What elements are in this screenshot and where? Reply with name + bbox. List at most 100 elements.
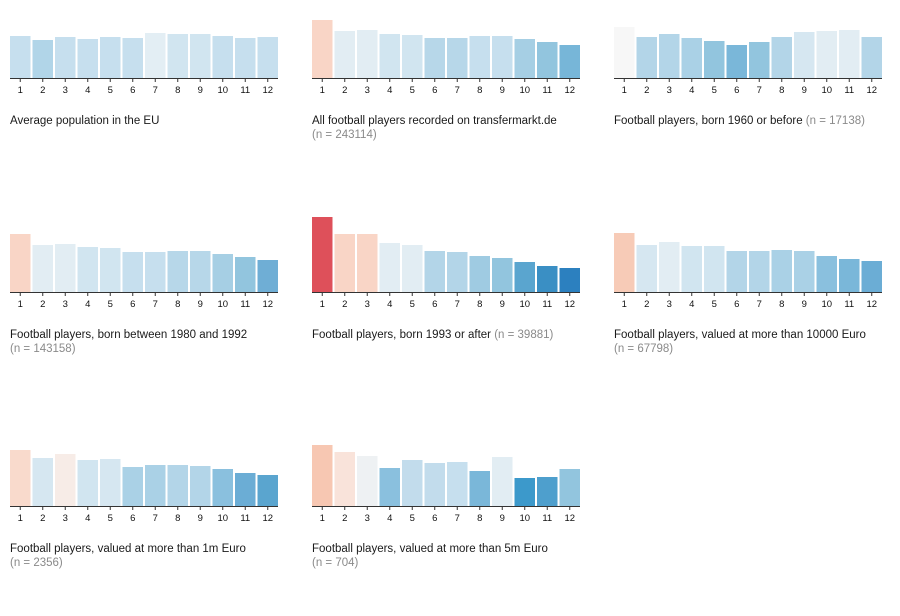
bar-7-11	[235, 473, 256, 506]
chart-title-8: Football players, valued at more than 5m…	[312, 543, 548, 555]
bar-3-10	[816, 31, 837, 78]
tick-label-2-2: 2	[342, 85, 347, 96]
bar-3-4	[681, 38, 702, 78]
tick-label-4-4: 4	[85, 299, 90, 310]
bar-5-1	[312, 217, 333, 292]
tick-label-8-3: 3	[365, 513, 370, 524]
tick-label-8-5: 5	[410, 513, 415, 524]
bar-8-11	[537, 477, 558, 506]
tick-label-5-9: 9	[500, 299, 505, 310]
chart-title-6: Football players, valued at more than 10…	[614, 329, 866, 341]
tick-label-5-6: 6	[432, 299, 437, 310]
bar-chart-7: 1 2 3 4 5 6 7 8 9 10 11 12	[10, 450, 278, 524]
chart-n-2: (n = 243114)	[312, 129, 377, 141]
bar-7-9	[190, 466, 211, 506]
bar-8-6	[424, 463, 445, 506]
bar-3-12	[861, 37, 882, 78]
bar-5-4	[379, 243, 400, 292]
bar-6-7	[749, 251, 770, 292]
bar-6-10	[816, 256, 837, 292]
bar-2-5	[402, 35, 423, 78]
bar-5-5	[402, 245, 423, 292]
tick-label-6-7: 7	[757, 299, 762, 310]
bar-5-11	[537, 266, 558, 292]
tick-label-4-1: 1	[18, 299, 23, 310]
bar-8-7	[447, 462, 468, 506]
bar-5-6	[424, 251, 445, 292]
bar-1-4	[77, 39, 98, 78]
bar-chart-5: 1 2 3 4 5 6 7 8 9 10 11 12	[312, 217, 580, 310]
bar-1-12	[257, 37, 278, 78]
chart-title-7: Football players, valued at more than 1m…	[10, 543, 246, 555]
tick-label-3-11: 11	[844, 85, 854, 96]
chart-n-8: (n = 704)	[312, 557, 359, 569]
chart-n-6: (n = 67798)	[614, 343, 674, 355]
tick-label-3-1: 1	[622, 85, 627, 96]
bar-5-12	[559, 268, 580, 292]
tick-label-1-8: 8	[175, 85, 180, 96]
tick-label-7-11: 11	[240, 513, 250, 524]
bar-1-2	[32, 40, 53, 78]
tick-label-4-11: 11	[240, 299, 250, 310]
bar-7-1	[10, 450, 31, 506]
bar-5-7	[447, 252, 468, 292]
tick-label-5-1: 1	[320, 299, 325, 310]
tick-label-1-10: 10	[217, 85, 228, 96]
bar-6-4	[681, 246, 702, 292]
tick-label-7-10: 10	[217, 513, 228, 524]
tick-label-7-3: 3	[63, 513, 68, 524]
chart-n-3: (n = 17138)	[805, 115, 865, 127]
tick-label-6-8: 8	[779, 299, 784, 310]
tick-label-2-5: 5	[410, 85, 415, 96]
tick-label-6-5: 5	[712, 299, 717, 310]
tick-label-7-8: 8	[175, 513, 180, 524]
chart-caption-6: Football players, valued at more than 10…	[614, 328, 894, 356]
bar-4-10	[212, 254, 233, 292]
bar-2-10	[514, 39, 535, 78]
chart-caption-3: Football players, born 1960 or before (n…	[614, 114, 894, 128]
bar-chart-3: 1 2 3 4 5 6 7 8 9 10 11 12	[614, 27, 882, 96]
tick-label-7-6: 6	[130, 513, 135, 524]
bar-8-12	[559, 469, 580, 506]
tick-label-1-3: 3	[63, 85, 68, 96]
tick-label-7-7: 7	[153, 513, 158, 524]
tick-label-5-5: 5	[410, 299, 415, 310]
chart-title-5: Football players, born 1993 or after	[312, 329, 491, 341]
bar-2-11	[537, 42, 558, 78]
bar-2-4	[379, 34, 400, 78]
tick-label-3-10: 10	[821, 85, 832, 96]
tick-label-4-7: 7	[153, 299, 158, 310]
tick-label-2-7: 7	[455, 85, 460, 96]
bar-5-8	[469, 256, 490, 292]
chart-panel-7: 1 2 3 4 5 6 7 8 9 10 11 12 Football players, valued…	[10, 446, 282, 616]
tick-label-3-6: 6	[734, 85, 739, 96]
chart-n-7: (n = 2356)	[10, 557, 63, 569]
tick-label-5-10: 10	[519, 299, 530, 310]
tick-label-8-7: 7	[455, 513, 460, 524]
tick-label-7-2: 2	[40, 513, 45, 524]
tick-label-1-2: 2	[40, 85, 45, 96]
bar-5-9	[492, 258, 513, 292]
tick-label-2-12: 12	[564, 85, 575, 96]
bar-3-2	[636, 37, 657, 78]
tick-label-4-5: 5	[108, 299, 113, 310]
tick-label-8-9: 9	[500, 513, 505, 524]
tick-label-3-3: 3	[667, 85, 672, 96]
bar-5-3	[357, 234, 378, 292]
tick-label-1-6: 6	[130, 85, 135, 96]
bar-chart-8: 1 2 3 4 5 6 7 8 9 10 11 12	[312, 445, 580, 524]
bar-7-6	[122, 467, 143, 506]
bar-1-3	[55, 37, 76, 78]
tick-label-6-2: 2	[644, 299, 649, 310]
tick-label-5-12: 12	[564, 299, 575, 310]
chart-n-4: (n = 143158)	[10, 343, 76, 355]
bar-8-5	[402, 460, 423, 506]
tick-label-4-10: 10	[217, 299, 228, 310]
bar-1-10	[212, 36, 233, 78]
tick-label-4-9: 9	[198, 299, 203, 310]
tick-label-4-12: 12	[262, 299, 273, 310]
bar-7-8	[167, 465, 188, 506]
tick-label-2-6: 6	[432, 85, 437, 96]
tick-label-8-1: 1	[320, 513, 325, 524]
chart-title-3: Football players, born 1960 or before	[614, 115, 803, 127]
